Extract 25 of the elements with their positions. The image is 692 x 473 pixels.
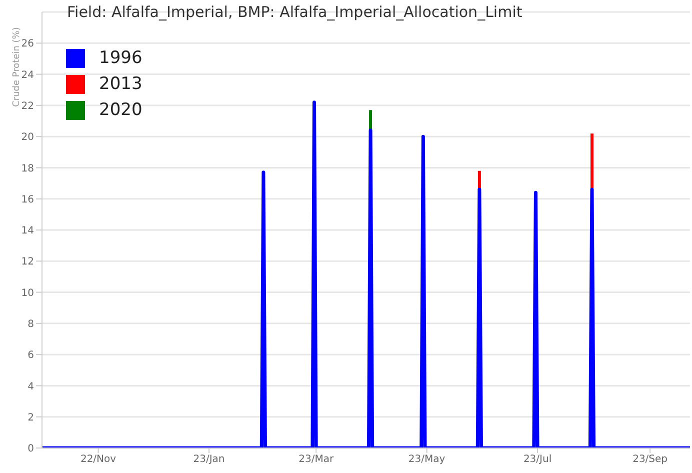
y-tick-label: 14 (21, 226, 34, 237)
x-tick-label: 23/Sep (632, 454, 668, 466)
y-tick-label: 24 (21, 70, 34, 81)
y-tick-label: 0 (28, 444, 34, 455)
x-tick-label: 23/Mar (298, 454, 334, 466)
x-tick-label: 23/May (408, 454, 446, 466)
y-tick-label: 22 (21, 100, 34, 112)
legend-label: 2020 (99, 100, 142, 120)
legend-label: 2013 (99, 74, 142, 94)
y-tick-label: 12 (21, 256, 34, 268)
y-axis-title: Crude Protein (%) (12, 26, 22, 109)
legend-label: 1996 (99, 48, 142, 68)
y-tick-label: 8 (28, 318, 34, 330)
y-tick-label: 16 (21, 194, 34, 206)
y-tick-label: 6 (28, 350, 34, 362)
y-tick-label: 26 (21, 38, 34, 50)
x-tick-label: 23/Jul (523, 454, 552, 466)
y-tick-label: 4 (28, 381, 34, 392)
x-tick-label: 23/Jan (193, 454, 225, 466)
y-tick-label: 2 (28, 412, 34, 424)
chart-title: Field: Alfalfa_Imperial, BMP: Alfalfa_Imperial_Allocation_Limit (67, 3, 522, 21)
y-tick-label: 18 (21, 163, 34, 174)
y-tick-label: 20 (21, 132, 34, 144)
y-tick-label: 10 (21, 288, 34, 299)
x-tick-label: 22/Nov (80, 454, 116, 466)
